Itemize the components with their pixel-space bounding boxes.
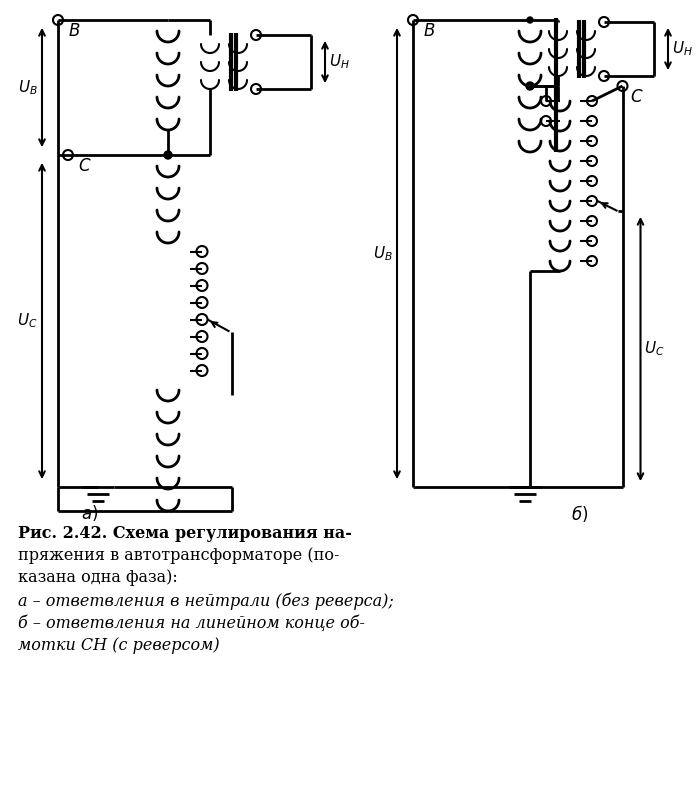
- Text: мотки СН (с реверсом): мотки СН (с реверсом): [18, 637, 220, 654]
- Text: $U_C$: $U_C$: [644, 340, 665, 358]
- Text: $U_C$: $U_C$: [17, 311, 38, 330]
- Circle shape: [526, 82, 534, 90]
- Text: $U_B$: $U_B$: [18, 78, 38, 97]
- Text: $б)$: $б)$: [571, 503, 589, 524]
- Circle shape: [527, 17, 533, 23]
- Text: $B$: $B$: [68, 22, 81, 40]
- Text: $C$: $C$: [78, 157, 92, 175]
- Text: $U_B$: $U_B$: [373, 244, 393, 263]
- Text: $U_H$: $U_H$: [329, 52, 350, 71]
- Text: казана одна фаза):: казана одна фаза):: [18, 569, 177, 586]
- Text: Рис. 2.42. Схема регулирования на-: Рис. 2.42. Схема регулирования на-: [18, 525, 352, 542]
- Text: $U_H$: $U_H$: [672, 40, 693, 59]
- Text: $B$: $B$: [423, 22, 436, 40]
- Text: б – ответвления на линейном конце об-: б – ответвления на линейном конце об-: [18, 615, 365, 632]
- Text: пряжения в автотрансформаторе (по-: пряжения в автотрансформаторе (по-: [18, 547, 340, 564]
- Circle shape: [164, 151, 172, 159]
- Text: $а)$: $а)$: [81, 503, 99, 523]
- Text: $C$: $C$: [631, 88, 644, 106]
- Text: а – ответвления в нейтрали (без реверса);: а – ответвления в нейтрали (без реверса)…: [18, 593, 394, 611]
